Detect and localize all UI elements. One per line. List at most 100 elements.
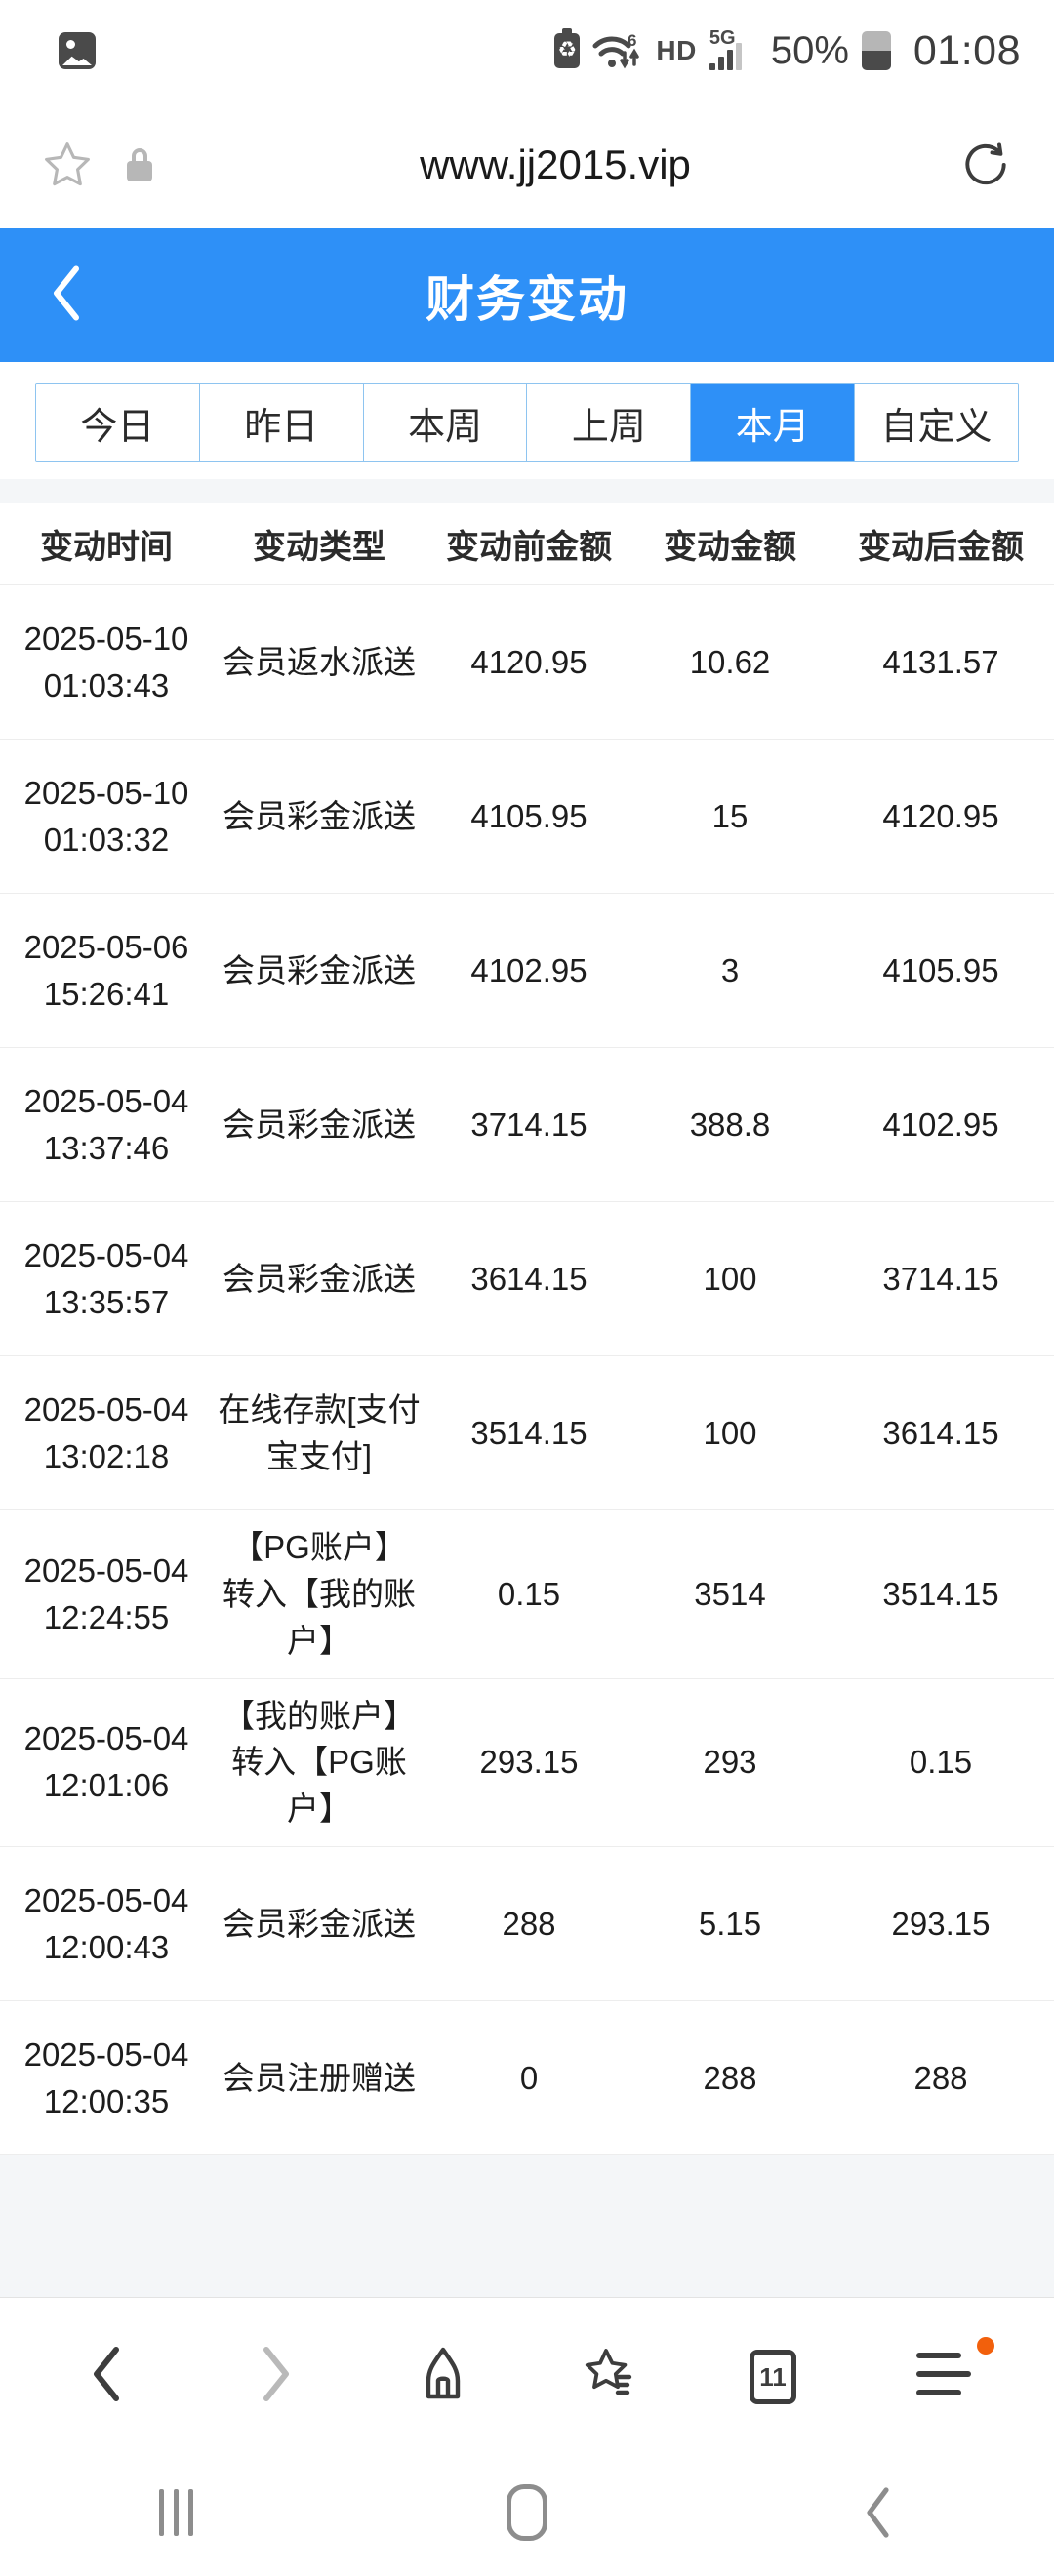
signal-5g-icon: 5G	[709, 27, 758, 72]
cell-after-amount: 293.15	[891, 1905, 991, 1942]
cell-before-amount: 4120.95	[470, 643, 588, 680]
home-icon[interactable]	[389, 2325, 497, 2423]
cell-time: 2025-05-10 01:03:32	[23, 774, 189, 858]
filter-tabs: 今日 昨日 本周 上周 本月 自定义	[35, 383, 1019, 462]
browser-url-bar[interactable]: www.jj2015.vip	[0, 101, 1054, 228]
cell-after-amount: 3514.15	[882, 1575, 999, 1612]
cell-after-amount: 3714.15	[882, 1260, 999, 1297]
column-header-amount: 变动金额	[664, 528, 796, 566]
android-home-button[interactable]	[468, 2478, 586, 2547]
refresh-icon[interactable]	[958, 138, 1013, 192]
cell-time: 2025-05-04 13:35:57	[23, 1236, 189, 1320]
filter-tab-this-month[interactable]: 本月	[691, 384, 856, 461]
cell-after-amount: 4120.95	[882, 797, 999, 834]
status-bar-left	[59, 32, 554, 69]
filter-tab-today[interactable]: 今日	[36, 384, 200, 461]
cell-change-amount: 100	[703, 1260, 757, 1297]
cell-type: 【PG账户】转入【我的账户】	[223, 1529, 416, 1659]
cell-time: 2025-05-04 12:00:35	[23, 2035, 189, 2119]
cell-after-amount: 288	[913, 2059, 968, 2096]
cell-time: 2025-05-04 13:37:46	[23, 1082, 189, 1166]
hd-label: HD	[656, 35, 697, 65]
browser-forward-button[interactable]	[222, 2325, 329, 2423]
cell-type: 会员彩金派送	[223, 1106, 416, 1143]
tabs-count-label: 11	[759, 2361, 787, 2392]
android-recents-button[interactable]	[117, 2478, 234, 2547]
column-header-before: 变动前金额	[446, 528, 612, 566]
tabs-button[interactable]: 11	[725, 2325, 832, 2423]
column-header-time: 变动时间	[40, 528, 173, 566]
filter-tab-this-week[interactable]: 本周	[363, 384, 528, 461]
filter-tabs-container: 今日 昨日 本周 上周 本月 自定义	[0, 362, 1054, 479]
cell-type: 会员彩金派送	[223, 797, 416, 834]
signal-bars	[709, 43, 742, 70]
cell-time: 2025-05-04 12:24:55	[23, 1551, 189, 1635]
table-row: 2025-05-04 12:01:06 【我的账户】转入【PG账户】 293.15 2…	[0, 1677, 1054, 1847]
url-text[interactable]: www.jj2015.vip	[420, 141, 691, 187]
menu-notification-dot	[977, 2336, 994, 2355]
cell-before-amount: 0	[519, 2059, 539, 2096]
cell-after-amount: 3614.15	[882, 1414, 999, 1451]
cell-before-amount: 3514.15	[470, 1414, 588, 1451]
cell-type: 会员注册赠送	[223, 2059, 416, 2096]
cell-time: 2025-05-04 12:00:43	[23, 1881, 189, 1965]
cell-change-amount: 3514	[694, 1575, 766, 1612]
cell-type: 会员返水派送	[223, 643, 416, 680]
status-bar: 6 HD 5G 50% 01:08	[0, 0, 1054, 101]
table-row: 2025-05-04 13:37:46 会员彩金派送 3714.15 388.8 410…	[0, 1047, 1054, 1201]
cell-before-amount: 288	[502, 1905, 556, 1942]
cell-time: 2025-05-06 15:26:41	[23, 928, 189, 1012]
table-row: 2025-05-04 12:00:35 会员注册赠送 0 288 288	[0, 2000, 1054, 2154]
page-back-button[interactable]	[45, 262, 88, 328]
table-row: 2025-05-04 13:35:57 会员彩金派送 3614.15 100 3714.…	[0, 1201, 1054, 1355]
browser-menu-button[interactable]	[893, 2325, 1000, 2423]
cell-type: 在线存款[支付宝支付]	[218, 1390, 421, 1474]
cell-after-amount: 4105.95	[882, 951, 999, 988]
battery-percent-label: 50%	[770, 28, 849, 72]
browser-bottom-bar: 11	[0, 2297, 1054, 2449]
cell-before-amount: 4102.95	[470, 951, 588, 988]
bookmarks-icon[interactable]	[557, 2325, 665, 2423]
cell-change-amount: 10.62	[689, 643, 771, 680]
filter-tab-yesterday[interactable]: 昨日	[199, 384, 364, 461]
lock-icon	[127, 148, 152, 181]
android-nav-bar	[0, 2449, 1054, 2576]
cell-change-amount: 293	[703, 1744, 757, 1781]
filter-tab-custom[interactable]: 自定义	[855, 384, 1018, 461]
battery-saver-icon	[554, 28, 581, 68]
column-header-after: 变动后金额	[858, 528, 1024, 566]
table-row: 2025-05-04 12:24:55 【PG账户】转入【我的账户】 0.15 351…	[0, 1509, 1054, 1678]
network-label: 5G	[709, 27, 736, 49]
table-header-row: 变动时间 变动类型 变动前金额 变动金额 变动后金额	[0, 503, 1054, 584]
table-top-spacer	[0, 479, 1054, 503]
table-body: 2025-05-10 01:03:43 会员返水派送 4120.95 10.62 413…	[0, 584, 1054, 2155]
cell-change-amount: 5.15	[698, 1905, 762, 1942]
table-row: 2025-05-06 15:26:41 会员彩金派送 4102.95 3 4105.95	[0, 893, 1054, 1047]
android-back-button[interactable]	[820, 2478, 937, 2547]
filter-tab-last-week[interactable]: 上周	[527, 384, 692, 461]
cell-type: 【我的账户】转入【PG账户】	[223, 1697, 416, 1828]
cell-before-amount: 3714.15	[470, 1106, 588, 1143]
star-icon[interactable]	[41, 139, 94, 191]
cell-type: 会员彩金派送	[223, 1260, 416, 1297]
cell-type: 会员彩金派送	[223, 1905, 416, 1942]
column-header-type: 变动类型	[253, 528, 385, 566]
tabs-icon: 11	[750, 2343, 808, 2404]
cell-change-amount: 15	[711, 797, 749, 834]
table-empty-footer	[0, 2154, 1054, 2297]
page-title: 财务变动	[426, 271, 628, 327]
table-row: 2025-05-04 12:00:43 会员彩金派送 288 5.15 293.15	[0, 1846, 1054, 2000]
page-header: 财务变动	[0, 228, 1054, 362]
cell-change-amount: 288	[703, 2059, 757, 2096]
cell-time: 2025-05-04 12:01:06	[23, 1720, 189, 1804]
table-row: 2025-05-04 13:02:18 在线存款[支付宝支付] 3514.15 100…	[0, 1355, 1054, 1509]
home-pill-icon	[507, 2484, 547, 2541]
cell-before-amount: 0.15	[497, 1575, 561, 1612]
browser-back-button[interactable]	[54, 2325, 161, 2423]
url-bar-left-icons	[41, 139, 152, 191]
recents-icon	[158, 2489, 193, 2536]
image-icon	[59, 32, 96, 69]
cell-change-amount: 388.8	[689, 1106, 771, 1143]
cell-change-amount: 100	[703, 1414, 757, 1451]
